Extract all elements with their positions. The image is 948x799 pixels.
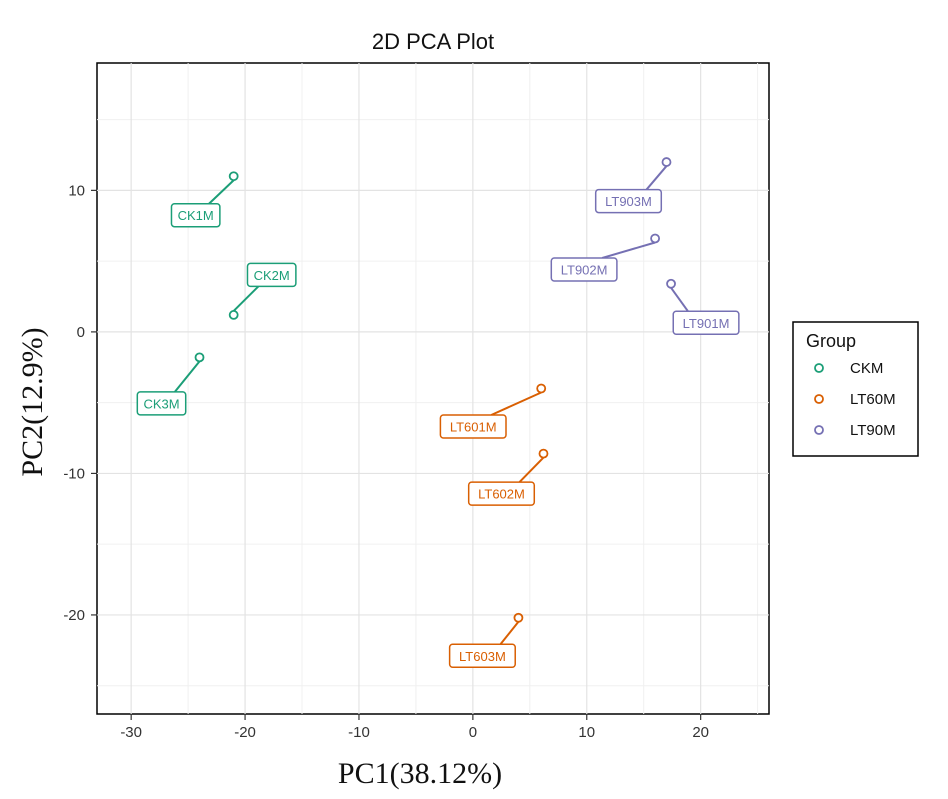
x-tick-label: 20 — [692, 724, 709, 741]
grid — [97, 63, 769, 714]
leader-line — [174, 360, 201, 393]
point-label: CK1M — [178, 208, 214, 223]
data-point — [538, 448, 549, 459]
point-label-box — [170, 202, 221, 228]
y-tick-label: -20 — [63, 607, 85, 624]
x-tick-label: 0 — [469, 724, 477, 741]
leader-line — [601, 241, 656, 259]
leader-line — [518, 456, 545, 483]
legend: Group CKM LT60M LT90M — [792, 321, 919, 457]
point-label-box — [594, 188, 663, 214]
x-tick-label: -20 — [234, 724, 256, 741]
leader-line — [499, 621, 520, 645]
data-point — [228, 171, 239, 182]
data-point — [228, 310, 239, 320]
data-points: CK1M CK2M CK3M LT601M LT602M LT603M LT901M LT90… — [136, 157, 740, 669]
x-tick-label: 10 — [578, 724, 595, 741]
legend-items: CKM LT60M LT90M — [814, 360, 896, 439]
point-label-box — [439, 414, 507, 439]
y-tick-label: 0 — [77, 324, 85, 341]
y-tick-label: -10 — [63, 465, 85, 482]
leader-line — [670, 287, 689, 312]
legend-label: LT90M — [850, 422, 896, 439]
point-label: LT603M — [459, 649, 506, 664]
point-label-box — [246, 262, 297, 288]
point-label-box — [550, 257, 618, 282]
axes: -30 -20 -10 0 10 20 -20 -10 0 10 — [63, 182, 709, 741]
leader-line — [490, 391, 542, 416]
x-tick-label: -10 — [348, 724, 370, 741]
data-point — [194, 352, 205, 363]
point-label: LT601M — [450, 420, 497, 435]
plot-panel — [96, 62, 770, 715]
data-point — [536, 383, 547, 394]
data-point — [666, 278, 676, 289]
point-label: LT901M — [683, 316, 730, 331]
point-label-box — [448, 643, 516, 669]
legend-title: Group — [806, 331, 856, 351]
point-label: LT602M — [478, 487, 525, 502]
point-label: CK3M — [143, 396, 179, 411]
leader-line — [232, 285, 260, 312]
chart-title: 2D PCA Plot — [372, 29, 494, 54]
legend-label: LT60M — [850, 391, 896, 408]
data-point — [513, 612, 524, 623]
point-label-box — [467, 481, 536, 506]
leader-line — [645, 165, 668, 191]
point-label: LT902M — [561, 262, 608, 277]
legend-label: CKM — [850, 360, 883, 377]
y-axis-title: PC2(12.9%) — [16, 327, 49, 476]
point-label: LT903M — [605, 194, 652, 209]
leader-line — [208, 179, 235, 205]
y-tick-label: 10 — [68, 182, 85, 199]
legend-marker — [814, 394, 824, 404]
data-point — [650, 233, 661, 244]
legend-marker — [814, 363, 824, 373]
legend-box — [792, 321, 919, 457]
point-label: CK2M — [254, 268, 290, 283]
x-tick-label: -30 — [120, 724, 142, 741]
point-label-box — [136, 391, 187, 416]
data-point — [661, 157, 672, 167]
x-axis-title: PC1(38.12%) — [338, 757, 502, 790]
legend-marker — [814, 425, 824, 435]
point-label-box — [672, 310, 740, 336]
